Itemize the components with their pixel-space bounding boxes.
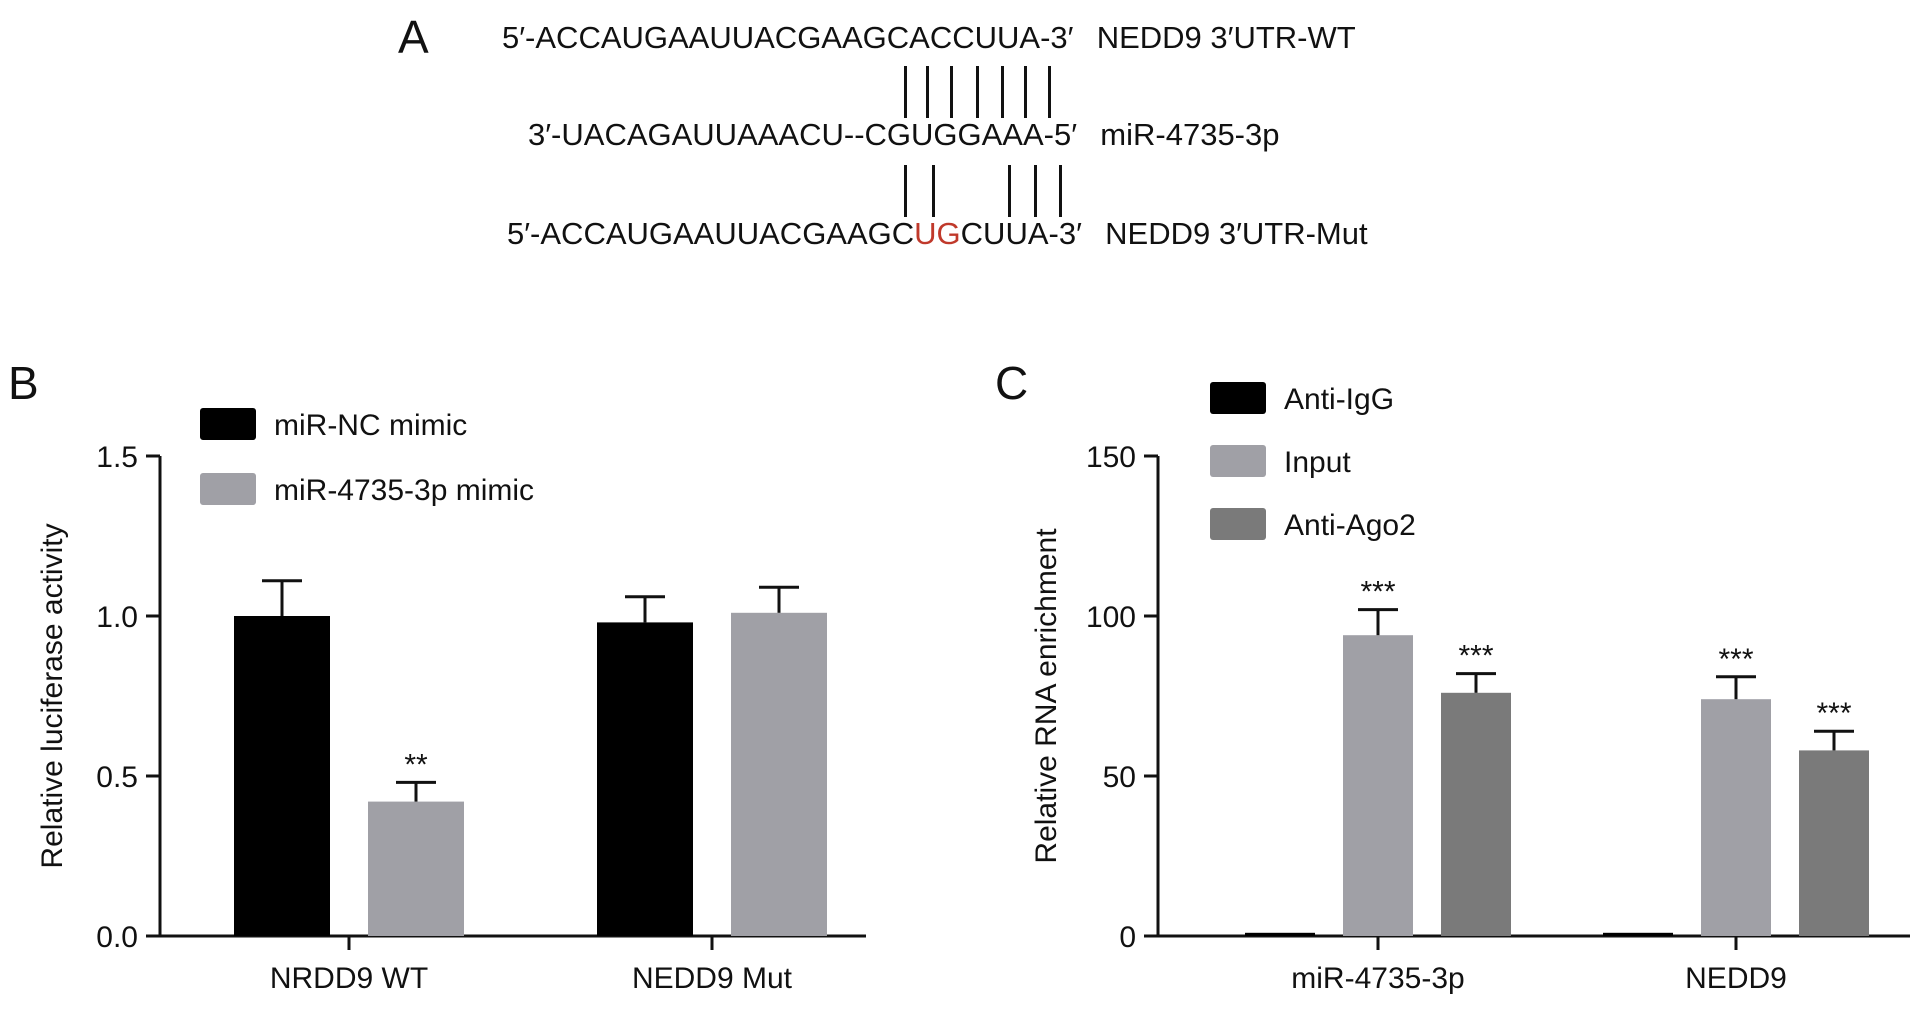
y-axis-title: Relative luciferase activity xyxy=(36,523,69,868)
panel-a-letter: A xyxy=(398,11,429,63)
wt-label: NEDD9 3′UTR-WT xyxy=(1096,20,1356,55)
bar xyxy=(1245,932,1315,936)
legend-swatch xyxy=(1210,445,1266,477)
y-axis-title: Relative RNA enrichment xyxy=(1030,528,1063,864)
pair-bar xyxy=(1048,66,1051,118)
legend-swatch xyxy=(1210,382,1266,414)
mirna-sequence: 3′-UACAGAUUAAACU--CGUGGAAA-5′ xyxy=(528,117,1078,152)
y-tick-label: 150 xyxy=(1086,441,1136,474)
y-tick-label: 50 xyxy=(1103,761,1136,794)
bar xyxy=(597,622,693,936)
mut-pairing-bars xyxy=(0,165,1913,217)
pair-bar xyxy=(1034,165,1037,217)
y-tick-label: 100 xyxy=(1086,601,1136,634)
y-tick-label: 0.5 xyxy=(96,761,138,794)
bar xyxy=(1441,692,1511,936)
pair-bar xyxy=(950,66,953,118)
legend-swatch xyxy=(1210,508,1266,540)
pair-bar xyxy=(976,66,979,118)
mut-label: NEDD9 3′UTR-Mut xyxy=(1105,216,1368,251)
pair-bar xyxy=(904,66,907,118)
y-tick-label: 0.0 xyxy=(96,921,138,954)
significance-label: ** xyxy=(404,748,428,781)
bar xyxy=(1603,932,1673,936)
bar xyxy=(1701,699,1771,936)
mut-sequence-highlight: UG xyxy=(914,216,961,251)
significance-label: *** xyxy=(1458,640,1493,673)
mirna-label: miR-4735-3p xyxy=(1100,117,1280,152)
panel-c-letter: C xyxy=(995,357,1029,409)
legend-label: Anti-Ago2 xyxy=(1284,509,1416,542)
wt-pairing-bars xyxy=(0,66,1913,118)
mut-sequence-suffix: CUUA-3′ xyxy=(960,216,1082,251)
x-tick-label: NEDD9 Mut xyxy=(632,962,793,995)
x-tick-label: NRDD9 WT xyxy=(270,962,428,995)
bar xyxy=(368,801,464,936)
pair-bar xyxy=(1024,66,1027,118)
pair-bar xyxy=(932,165,935,217)
y-tick-label: 1.5 xyxy=(96,441,138,474)
legend-swatch xyxy=(200,473,256,505)
x-tick-label: miR-4735-3p xyxy=(1291,962,1464,995)
significance-label: *** xyxy=(1718,643,1753,676)
wt-sequence-line: 5′-ACCAUGAAUUACGAAGCACCUUA-3′ NEDD9 3′UT… xyxy=(502,20,1356,56)
wt-sequence: 5′-ACCAUGAAUUACGAAGCACCUUA-3′ xyxy=(502,20,1074,55)
legend-label: miR-NC mimic xyxy=(274,409,467,442)
y-tick-label: 1.0 xyxy=(96,601,138,634)
legend-label: Input xyxy=(1284,446,1351,479)
legend-swatch xyxy=(200,408,256,440)
bar xyxy=(234,616,330,936)
mut-sequence-line: 5′-ACCAUGAAUUACGAAGCUGCUUA-3′ NEDD9 3′UT… xyxy=(507,216,1368,252)
legend-label: miR-4735-3p mimic xyxy=(274,474,534,507)
chart-b-luciferase: 0.0 0.5 1.0 1.5 Relative luciferase activity… xyxy=(36,408,866,995)
y-tick-label: 0 xyxy=(1119,921,1136,954)
x-tick-label: NEDD9 xyxy=(1685,962,1787,995)
mut-sequence-prefix: 5′-ACCAUGAAUUACGAAGC xyxy=(507,216,915,251)
panel-a-sequence-alignment: A 5′-ACCAUGAAUUACGAAGCACCUUA-3′ NEDD9 3′… xyxy=(0,0,1913,270)
pair-bar xyxy=(904,165,907,217)
significance-label: *** xyxy=(1360,576,1395,609)
panel-b-letter: B xyxy=(8,357,39,409)
bar xyxy=(731,612,827,936)
bar xyxy=(1343,635,1413,936)
pair-bar xyxy=(1008,165,1011,217)
pair-bar xyxy=(926,66,929,118)
legend-label: Anti-IgG xyxy=(1284,383,1394,416)
pair-bar xyxy=(1059,165,1062,217)
bar xyxy=(1799,750,1869,936)
mirna-sequence-line: 3′-UACAGAUUAAACU--CGUGGAAA-5′ miR-4735-3… xyxy=(528,117,1280,153)
significance-label: *** xyxy=(1816,697,1851,730)
pair-bar xyxy=(1001,66,1004,118)
chart-c-rna-enrichment: 0 50 100 150 Relative RNA enrichment miR-4735… xyxy=(1030,382,1910,995)
